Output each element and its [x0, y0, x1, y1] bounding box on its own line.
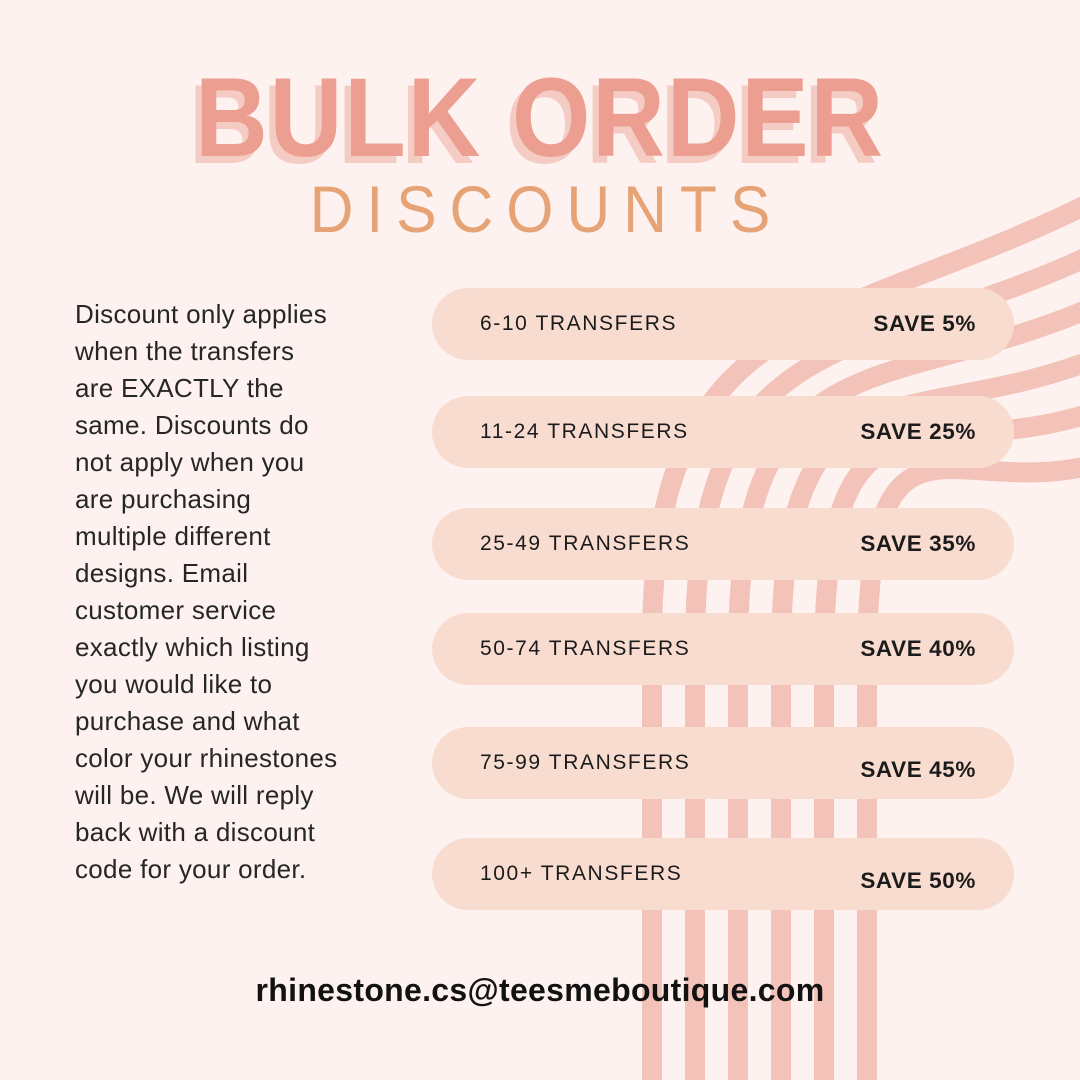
tier-row: 11-24 TRANSFERS SAVE 25% — [432, 396, 1014, 468]
header: BULK ORDER DISCOUNTS — [0, 55, 1080, 246]
contact-email: rhinestone.cs@teesmeboutique.com — [255, 972, 825, 1008]
tier-save-value: SAVE 50% — [860, 868, 976, 893]
tier-save-value: SAVE 25% — [860, 419, 976, 444]
background-stripe — [857, 457, 1080, 1080]
tier-row: 50-74 TRANSFERS SAVE 40% — [432, 613, 1014, 685]
discount-policy-text: Discount only applies when the transfers… — [75, 299, 338, 884]
page-title: BULK ORDER — [195, 55, 885, 180]
tier-range-label: 11-24 TRANSFERS — [480, 420, 689, 443]
tier-range-label: 100+ TRANSFERS — [480, 862, 683, 885]
tier-save-value: SAVE 5% — [873, 311, 976, 336]
tier-save-value: SAVE 45% — [860, 757, 976, 782]
page-subtitle: DISCOUNTS — [309, 172, 784, 246]
tier-row: 75-99 TRANSFERS SAVE 45% — [432, 727, 1014, 799]
tier-row: 25-49 TRANSFERS SAVE 35% — [432, 508, 1014, 580]
tier-save-value: SAVE 40% — [860, 636, 976, 661]
tier-range-label: 75-99 TRANSFERS — [480, 751, 691, 774]
tier-save-value: SAVE 35% — [860, 531, 976, 556]
discount-tier-list: 6-10 TRANSFERS SAVE 5% 11-24 TRANSFERS SAVE… — [432, 0, 1014, 1080]
tier-range-label: 25-49 TRANSFERS — [480, 532, 691, 555]
tier-range-label: 50-74 TRANSFERS — [480, 637, 691, 660]
tier-row: 100+ TRANSFERS SAVE 50% — [432, 838, 1014, 910]
tier-row: 6-10 TRANSFERS SAVE 5% — [432, 288, 1014, 360]
tier-range-label: 6-10 TRANSFERS — [480, 312, 678, 335]
